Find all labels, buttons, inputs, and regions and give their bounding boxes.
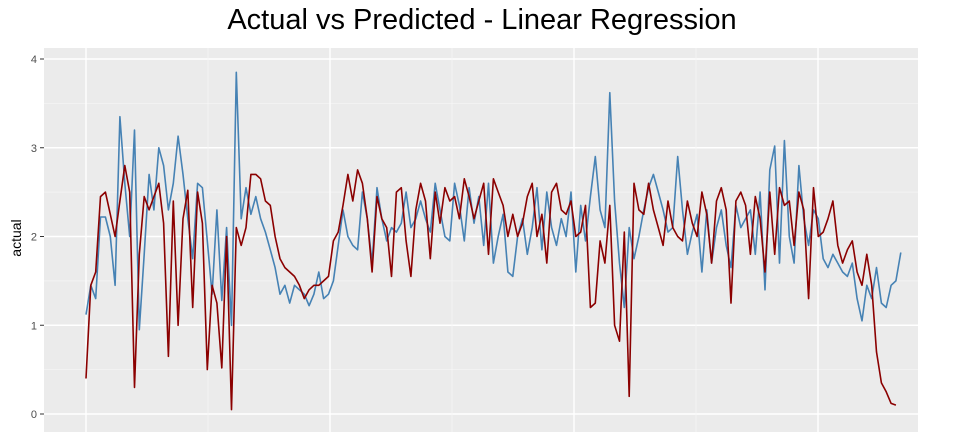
series-line-1 bbox=[85, 164, 897, 411]
series-layer bbox=[85, 71, 902, 411]
y-axis-title: actual bbox=[8, 219, 24, 256]
series-line-0 bbox=[85, 71, 902, 331]
grid-layer bbox=[44, 48, 918, 432]
y-tick-layer: 0 1 2 3 4 bbox=[31, 54, 44, 421]
y-tick-label: 3 bbox=[31, 143, 37, 155]
y-tick-label: 1 bbox=[31, 320, 37, 332]
y-tick-label: 4 bbox=[31, 54, 37, 66]
y-tick-label: 0 bbox=[31, 409, 37, 421]
y-tick-label: 2 bbox=[31, 232, 37, 244]
chart-title: Actual vs Predicted - Linear Regression bbox=[227, 4, 737, 36]
